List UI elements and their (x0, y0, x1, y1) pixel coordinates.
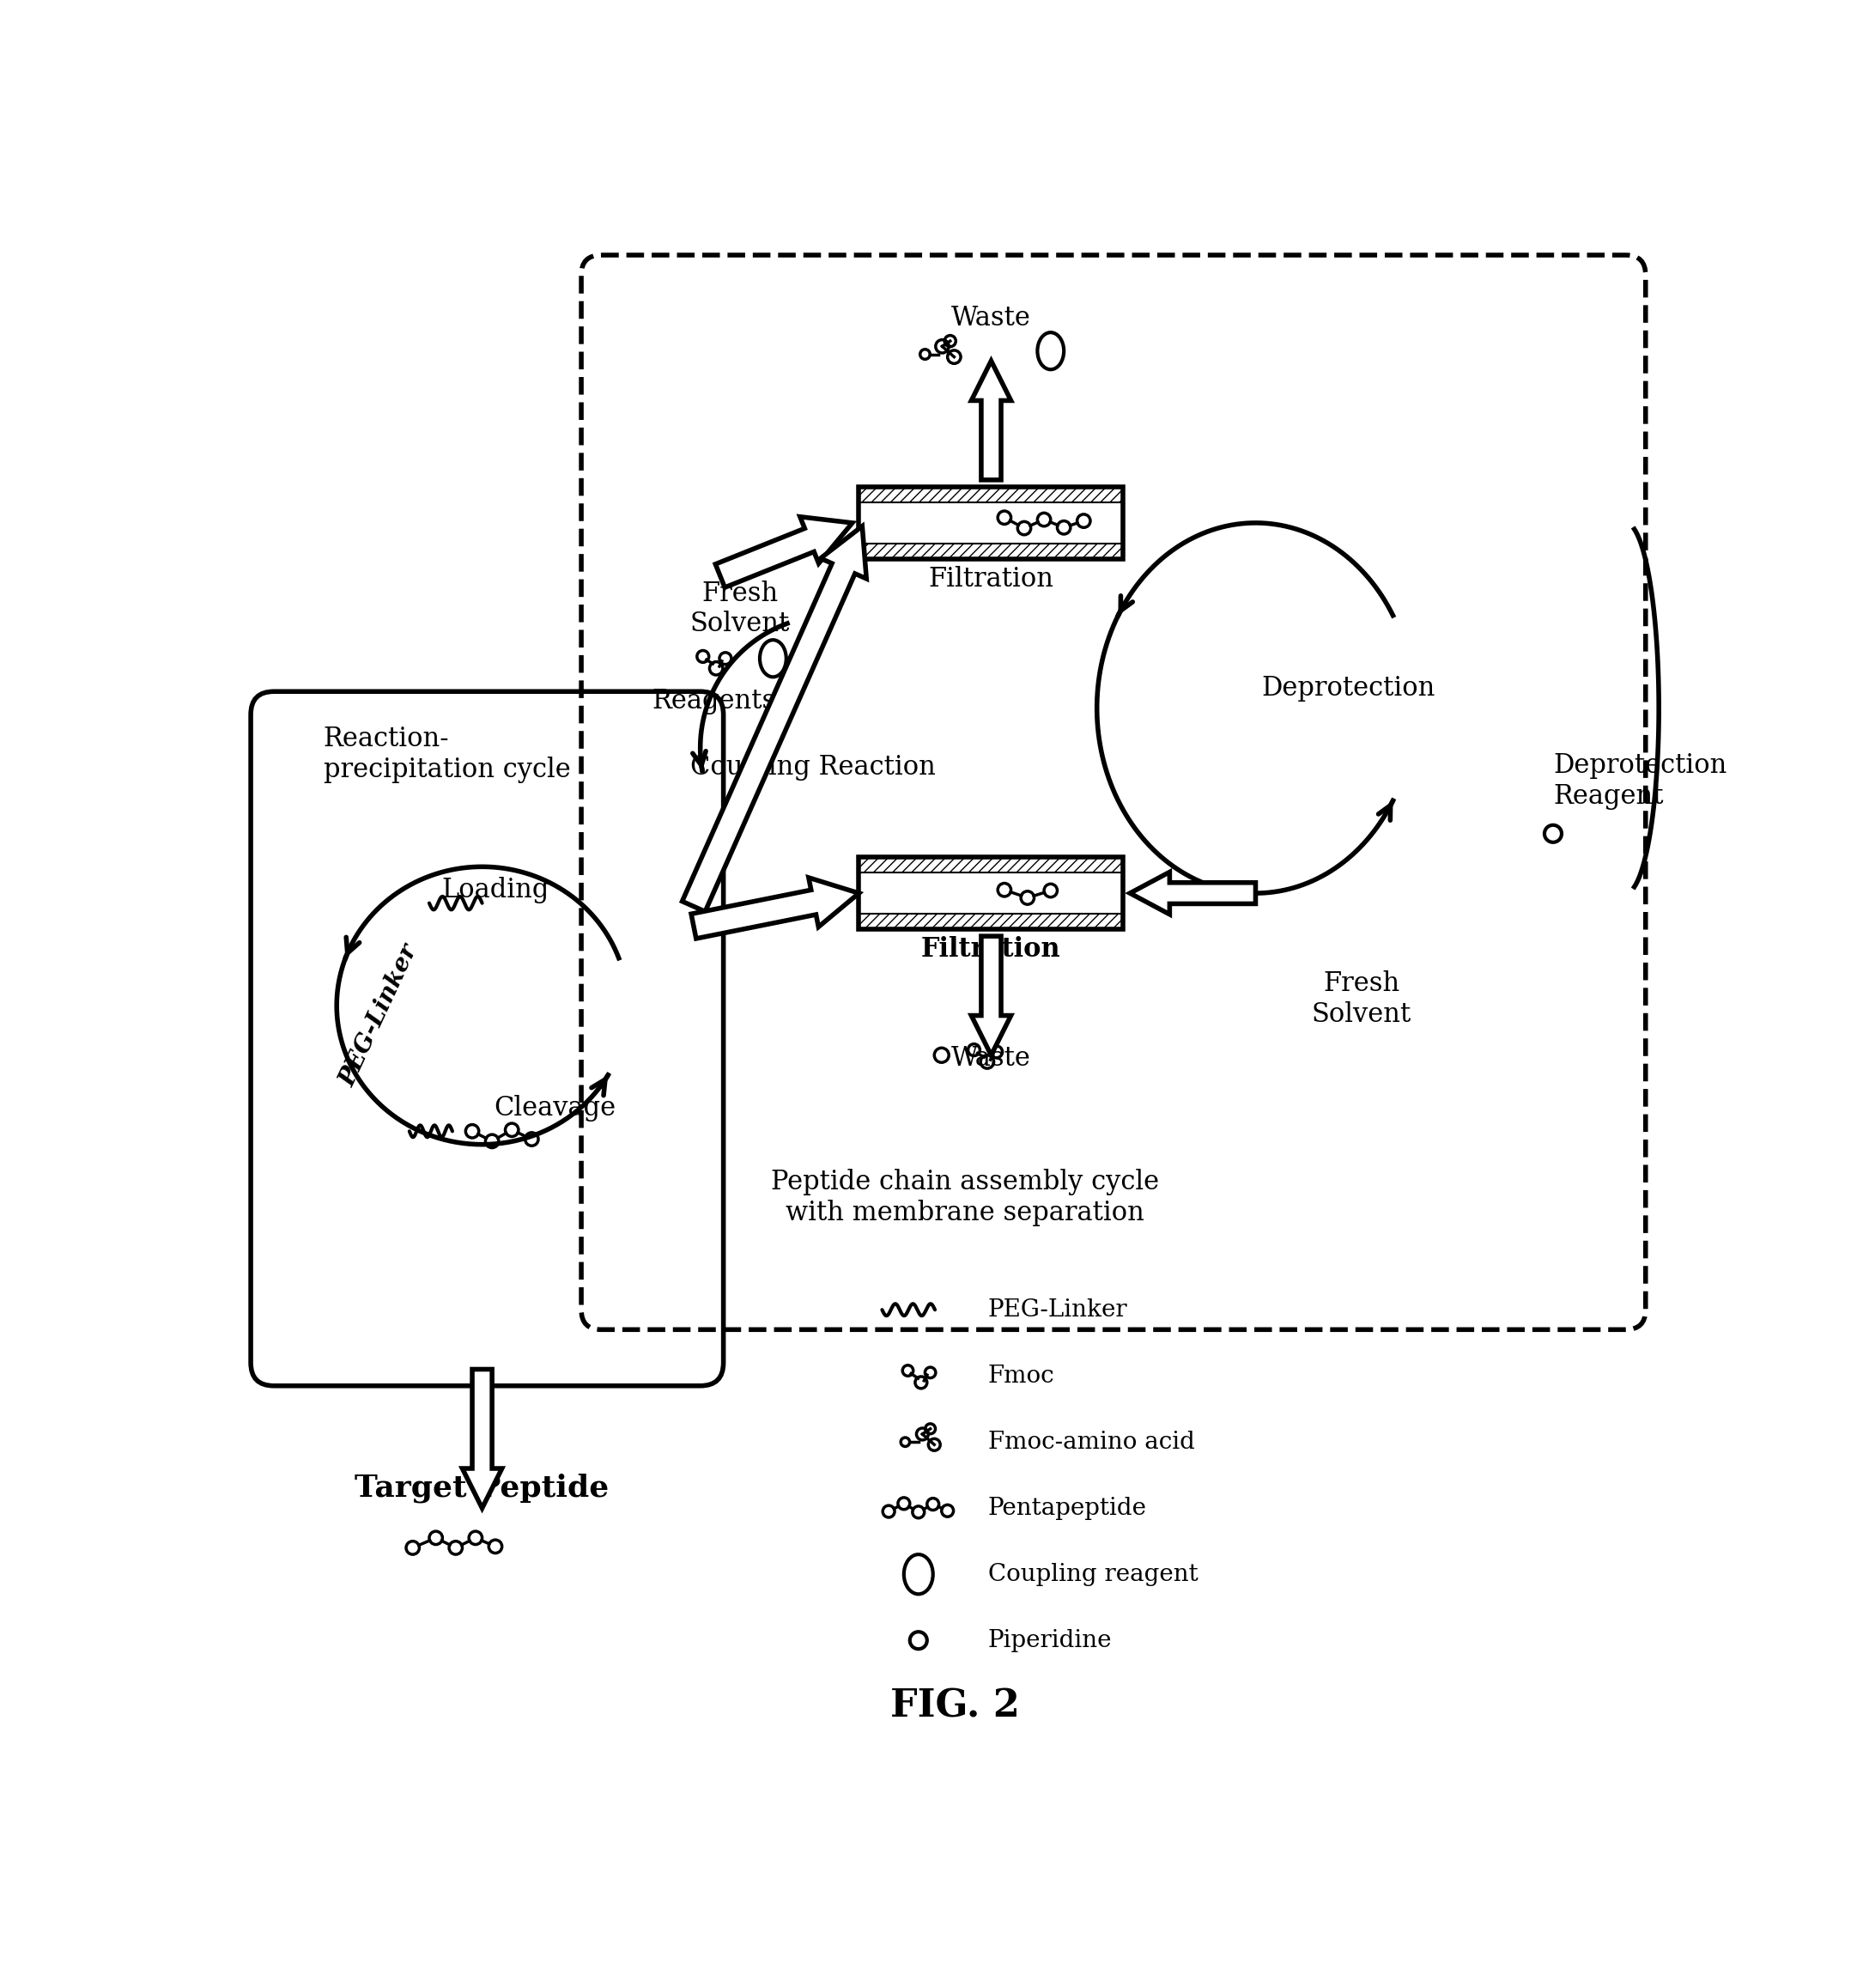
Text: Coupling reagent: Coupling reagent (987, 1563, 1198, 1586)
Text: Deprotection: Deprotection (1261, 674, 1435, 702)
Text: Fresh
Solvent: Fresh Solvent (1312, 970, 1412, 1028)
Text: Piperidine: Piperidine (987, 1628, 1112, 1652)
Polygon shape (1131, 873, 1256, 914)
Text: FIG. 2: FIG. 2 (891, 1688, 1019, 1726)
Text: Target Peptide: Target Peptide (356, 1473, 609, 1503)
Text: Cleavage: Cleavage (494, 1095, 617, 1121)
Polygon shape (682, 527, 866, 912)
Text: Reaction-
precipitation cycle: Reaction- precipitation cycle (324, 726, 570, 783)
Text: Fresh
Solvent: Fresh Solvent (689, 580, 790, 638)
Bar (859, 914, 1123, 930)
Bar (859, 487, 1123, 559)
Text: Peptide chain assembly cycle
with membrane separation: Peptide chain assembly cycle with membra… (771, 1169, 1159, 1227)
Polygon shape (971, 362, 1012, 479)
Text: Filtration: Filtration (922, 936, 1062, 962)
Polygon shape (691, 877, 859, 938)
Text: Waste: Waste (952, 1046, 1030, 1072)
Text: Coupling Reaction: Coupling Reaction (689, 753, 935, 781)
Text: Deprotection
Reagent: Deprotection Reagent (1554, 751, 1727, 809)
Text: Loading: Loading (442, 877, 550, 903)
Polygon shape (462, 1370, 501, 1509)
Bar (859, 857, 1123, 873)
Polygon shape (715, 517, 851, 588)
Bar (859, 857, 1123, 930)
Text: Reagents: Reagents (652, 688, 775, 716)
Text: Pentapeptide: Pentapeptide (987, 1497, 1146, 1519)
Text: PEG-Linker: PEG-Linker (337, 940, 423, 1089)
Bar (859, 543, 1123, 559)
Text: Fmoc: Fmoc (987, 1364, 1054, 1388)
Text: PEG-Linker: PEG-Linker (987, 1298, 1127, 1322)
Text: Filtration: Filtration (928, 567, 1054, 592)
Text: Waste: Waste (952, 304, 1030, 332)
Text: Fmoc-amino acid: Fmoc-amino acid (987, 1431, 1194, 1453)
Bar (859, 487, 1123, 503)
Polygon shape (971, 936, 1012, 1056)
